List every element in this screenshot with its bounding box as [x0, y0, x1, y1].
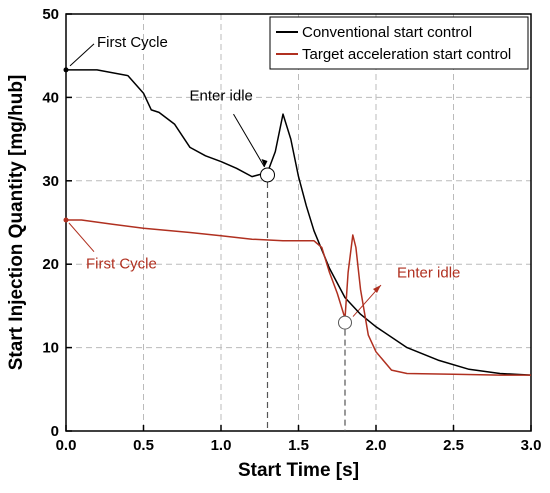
x-tick-label: 1.0 — [211, 437, 232, 454]
enter-idle-marker — [338, 315, 352, 330]
annotation-arrowhead — [373, 285, 381, 294]
enter-idle-marker — [260, 167, 275, 183]
legend-entry: Conventional start control — [302, 24, 472, 41]
y-tick-label: 30 — [42, 173, 59, 190]
axes: 0.0 0.5 1.0 1.5 2.0 2.5 3.0 0 10 20 30 40 50 — [42, 6, 541, 454]
x-tick-label: 2.0 — [366, 437, 387, 454]
first-cycle-marker — [63, 217, 69, 223]
annotation-label: Enter idle — [190, 88, 253, 105]
annotation-arrowhead — [261, 158, 268, 167]
grid — [66, 14, 531, 431]
x-tick-label: 3.0 — [521, 437, 542, 454]
series-layer — [66, 69, 532, 376]
legend: Conventional start control Target acceler… — [269, 16, 529, 70]
y-tick-label: 0 — [51, 423, 59, 440]
legend-entry: Target acceleration start control — [302, 46, 511, 63]
annotation-arrow — [69, 43, 95, 67]
y-tick-label: 20 — [42, 256, 59, 273]
x-axis-title: Start Time [s] — [238, 460, 359, 481]
x-tick-label: 0.5 — [133, 437, 154, 454]
x-tick-label: 0.0 — [56, 437, 77, 454]
annotation-arrow — [233, 113, 265, 168]
legend-box — [269, 16, 529, 70]
annotation-label: First Cycle — [86, 255, 157, 272]
x-tick-label: 1.5 — [288, 437, 309, 454]
x-tick-label: 2.5 — [443, 437, 464, 454]
annotation-label: Enter idle — [397, 265, 460, 282]
y-tick-label: 50 — [42, 6, 59, 23]
annotation-label: First Cycle — [97, 34, 168, 51]
annotations: First Cycle Enter idle First Cycle Enter id… — [68, 34, 460, 431]
y-tick-label: 40 — [42, 89, 59, 106]
series-line-target — [66, 219, 531, 376]
markers — [63, 67, 352, 330]
y-axis-title: Start Injection Quantity [mg/hub] — [6, 75, 27, 371]
y-tick-label: 10 — [42, 340, 59, 357]
series-line-conventional — [66, 69, 532, 376]
first-cycle-marker — [63, 67, 69, 73]
annotation-arrow — [68, 222, 95, 253]
